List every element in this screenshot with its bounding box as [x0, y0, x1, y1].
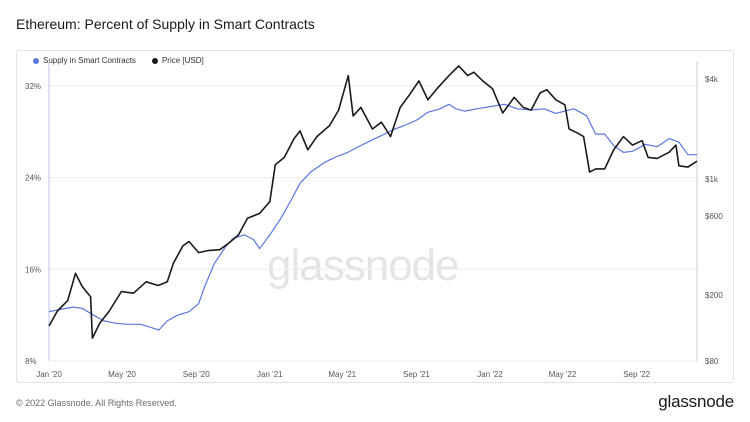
y-tick-left-1: 16%: [25, 265, 41, 274]
x-tick-4: May '21: [328, 370, 356, 379]
x-tick-6: Jan '22: [477, 370, 503, 379]
legend-item-price[interactable]: Price [USD]: [151, 56, 204, 65]
legend-label-supply: Supply in Smart Contracts: [43, 56, 136, 65]
series-line-supply: [48, 103, 697, 331]
chart-card: Supply in Smart Contracts Price [USD] gl…: [16, 50, 734, 383]
y-tick-right-2: $600: [705, 212, 723, 221]
y-tick-left-3: 32%: [25, 82, 41, 91]
chart-title: Ethereum: Percent of Supply in Smart Con…: [16, 16, 315, 32]
y-tick-right-4: $4k: [705, 75, 719, 84]
legend: Supply in Smart Contracts Price [USD]: [33, 56, 204, 65]
x-tick-8: Sep '22: [623, 370, 650, 379]
glassnode-logo: glassnode: [658, 392, 734, 411]
legend-dot-price: [151, 57, 158, 64]
y-tick-left-0: 8%: [25, 357, 37, 366]
plot-area[interactable]: 8% 16% 24% 32% $80 $200 $600 $1k $4k Jan '20 May '…: [17, 51, 733, 382]
x-tick-7: May '22: [549, 370, 577, 379]
x-tick-5: Sep '21: [403, 370, 430, 379]
y-tick-right-3: $1k: [705, 175, 719, 184]
y-tick-right-1: $200: [705, 291, 723, 300]
x-tick-1: May '20: [108, 370, 136, 379]
y-tick-right-0: $80: [705, 357, 719, 366]
legend-item-supply[interactable]: Supply in Smart Contracts: [33, 56, 136, 65]
x-tick-3: Jan '21: [257, 370, 283, 379]
copyright-footer: © 2022 Glassnode. All Rights Reserved.: [16, 398, 177, 408]
legend-label-price: Price [USD]: [161, 56, 204, 65]
x-tick-2: Sep '20: [183, 370, 210, 379]
y-tick-left-2: 24%: [25, 174, 41, 183]
legend-dot-supply: [33, 57, 39, 64]
series-line-price: [48, 65, 698, 339]
x-tick-0: Jan '20: [36, 370, 62, 379]
watermark: glassnode: [267, 241, 460, 290]
